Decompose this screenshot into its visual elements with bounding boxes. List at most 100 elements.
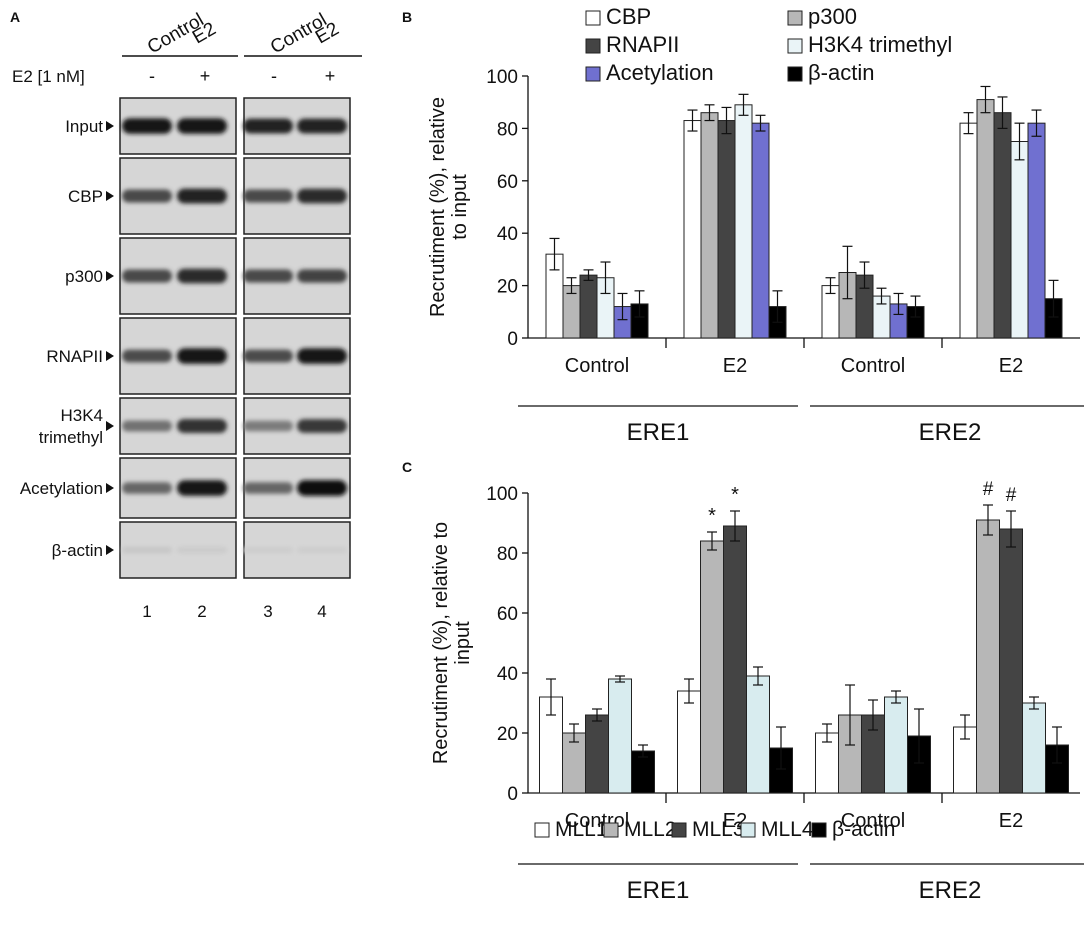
- bar: [700, 540, 724, 794]
- y-tick-label: 20: [497, 277, 518, 298]
- bar: [746, 675, 770, 794]
- row-pointer-icon: [106, 191, 114, 201]
- blot-band: [177, 419, 227, 433]
- bar: [608, 678, 632, 794]
- y-tick-label: 60: [497, 172, 518, 193]
- blot-band: [122, 118, 172, 134]
- treatment-sign-2: +: [200, 66, 211, 86]
- legend-label: β-actin: [832, 818, 895, 841]
- bar: [1027, 122, 1046, 339]
- blot-band: [243, 546, 293, 554]
- panel-a-label: A: [10, 9, 20, 25]
- blot-band: [297, 546, 347, 554]
- bar: [976, 99, 995, 339]
- significance-marker: #: [1006, 485, 1017, 506]
- treatment-sign-3: -: [271, 66, 277, 86]
- row-pointer-icon: [106, 545, 114, 555]
- legend-label: p300: [808, 4, 857, 29]
- legend-label: β-actin: [808, 60, 874, 85]
- y-tick-label: 100: [486, 67, 518, 88]
- bar: [999, 528, 1023, 794]
- x-category-label: Control: [841, 355, 905, 377]
- panel-b-plot: 0 20 40 60 80 100 Recrutiment (%), relativeto …: [427, 67, 1084, 446]
- group-label: ERE2: [919, 419, 982, 446]
- bar: [734, 104, 753, 339]
- row-pointer-icon: [106, 351, 114, 361]
- treatment-sign-4: +: [325, 66, 336, 86]
- row-pointer-icon: [106, 121, 114, 131]
- blot-band: [297, 419, 347, 433]
- lane-number-3: 3: [263, 602, 272, 621]
- legend-label: MLL4: [761, 818, 814, 841]
- bar: [959, 122, 978, 339]
- bar: [723, 525, 747, 794]
- bar: [993, 112, 1012, 339]
- legend-label: MLL1: [555, 818, 608, 841]
- row-pointer-icon: [106, 271, 114, 281]
- blot-row-label: trimethyl: [39, 428, 103, 447]
- row-pointer-icon: [106, 421, 114, 431]
- x-category-label: E2: [723, 355, 747, 377]
- blot-band: [122, 349, 172, 363]
- condition-headers: Control E2 Control E2: [122, 10, 362, 58]
- lane-number-4: 4: [317, 602, 326, 621]
- significance-marker: *: [731, 484, 739, 506]
- panel-c-plot: 0 20 40 60 80 100 Recrutiment (%), relative to…: [430, 479, 1084, 904]
- legend-label: H3K4 trimethyl: [808, 32, 952, 57]
- blot-band: [297, 269, 347, 283]
- blot-band: [243, 482, 293, 494]
- group-label: ERE1: [627, 419, 690, 446]
- legend-swatch: [740, 822, 756, 838]
- bar: [1010, 141, 1029, 339]
- y-tick-label: 60: [497, 604, 518, 625]
- y-axis-label: Recrutiment (%), relativeto input: [427, 97, 471, 317]
- legend-swatch: [603, 822, 619, 838]
- y-axis-label-line: Recrutiment (%), relative to: [430, 522, 452, 764]
- y-tick-label: 80: [497, 544, 518, 565]
- legend-swatch: [585, 10, 601, 26]
- bar: [683, 120, 702, 339]
- blot-band: [122, 482, 172, 494]
- bar: [700, 112, 719, 339]
- group-label: ERE2: [919, 877, 982, 904]
- x-category-label: E2: [999, 355, 1023, 377]
- blot-rows: Input CBP p300 RNAPII H3K4 trimethyl Acetylati…: [20, 97, 351, 579]
- blot-row-label: RNAPII: [46, 347, 103, 366]
- lane-number-1: 1: [142, 602, 151, 621]
- blot-band: [177, 348, 227, 364]
- legend-label: CBP: [606, 4, 651, 29]
- legend-swatch: [787, 38, 803, 54]
- y-tick-label: 20: [497, 724, 518, 745]
- blot-band: [177, 188, 227, 204]
- y-axis-label: Recrutiment (%), relative toinput: [430, 522, 474, 764]
- legend-swatch: [585, 66, 601, 82]
- blot-row-label: Acetylation: [20, 479, 103, 498]
- treatment-label: E2 [1 nM]: [12, 67, 85, 86]
- legend-swatch: [585, 38, 601, 54]
- blot-band: [122, 269, 172, 283]
- panel-c-chart: C 0 20 40 60 80 100 Recrutiment (%), relative …: [402, 459, 1084, 904]
- bar: [717, 120, 736, 339]
- panel-b-chart: B CBP RNAPII Acetylation p300 H3K4 trimethyl…: [402, 4, 1084, 446]
- lane-numbers: 1 2 3 4: [142, 602, 326, 621]
- legend-label: Acetylation: [606, 60, 714, 85]
- y-tick-label: 40: [497, 664, 518, 685]
- blot-row-label: p300: [65, 267, 103, 286]
- y-tick-label: 100: [486, 484, 518, 505]
- bar: [579, 274, 598, 339]
- x-category-label: Control: [565, 355, 629, 377]
- significance-marker: #: [983, 479, 994, 500]
- blot-row-label: CBP: [68, 187, 103, 206]
- legend-label: MLL2: [624, 818, 677, 841]
- y-tick-label: 40: [497, 224, 518, 245]
- panel-b-legend: CBP RNAPII Acetylation p300 H3K4 trimethyl β-…: [585, 4, 952, 85]
- blot-band: [243, 118, 293, 134]
- lane-number-2: 2: [197, 602, 206, 621]
- blot-band: [297, 188, 347, 204]
- significance-marker: *: [708, 505, 716, 527]
- x-category-label: E2: [999, 810, 1023, 832]
- blot-band: [243, 349, 293, 363]
- blot-band: [122, 420, 172, 432]
- group-label: ERE1: [627, 877, 690, 904]
- panel-c-label: C: [402, 459, 412, 475]
